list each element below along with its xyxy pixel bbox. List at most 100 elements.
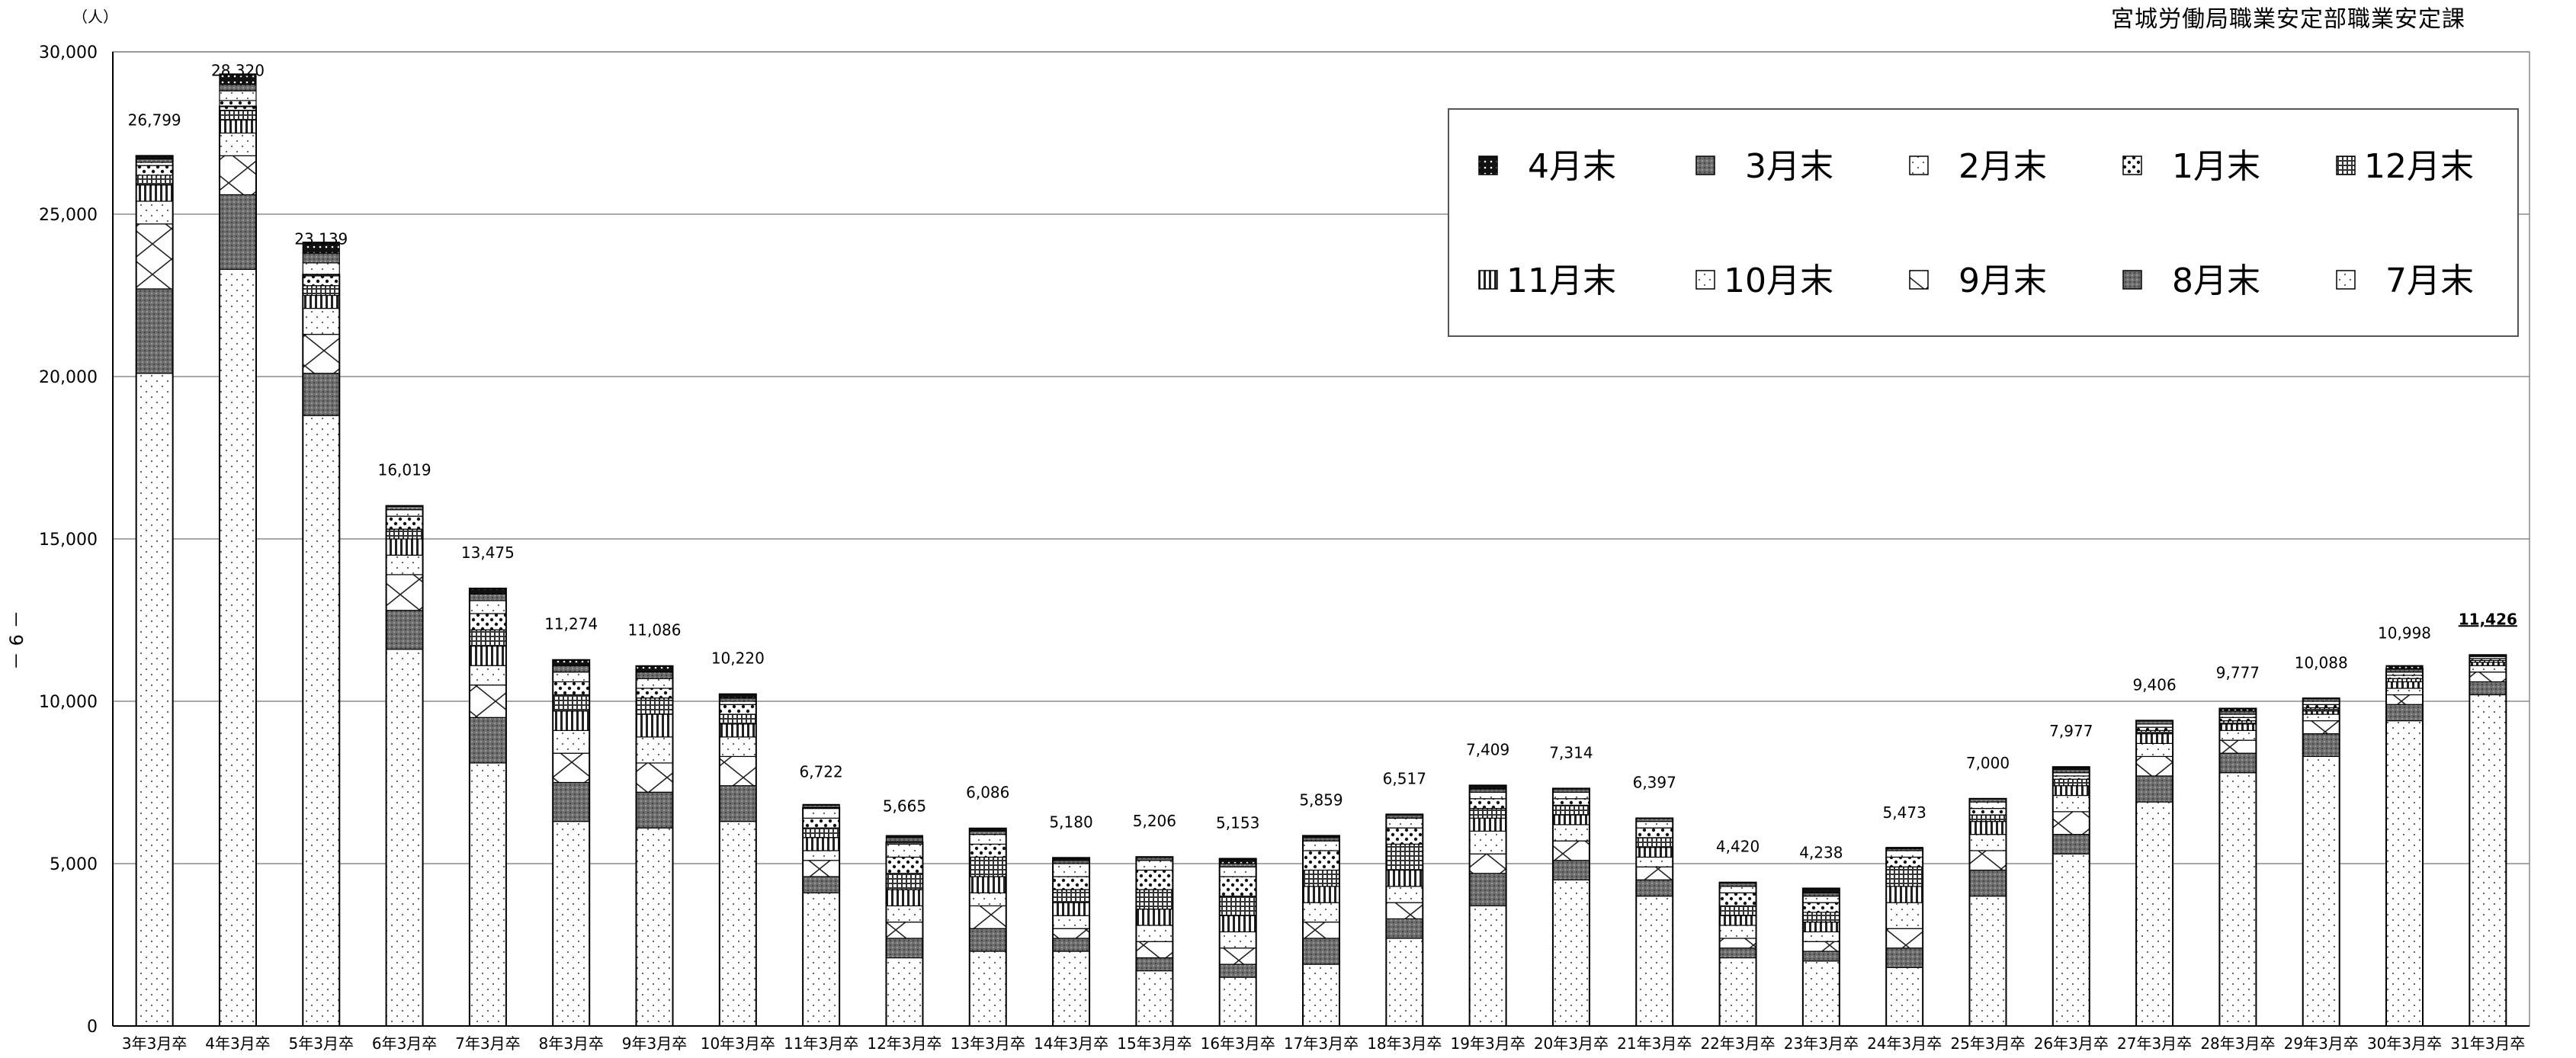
bar-segment (1968, 850, 2007, 871)
bar-segment (2385, 694, 2424, 705)
bar-segment (2218, 713, 2257, 718)
bar-segment (2469, 662, 2507, 666)
bar-segment (2052, 775, 2090, 780)
total-label: 5,206 (1133, 812, 1176, 830)
bar-segment (2052, 811, 2090, 835)
bar-segment (1135, 889, 1173, 910)
bar-segment (1385, 843, 1423, 871)
bar-segment (2135, 729, 2173, 735)
bar-segment (552, 752, 590, 784)
bar-segment (635, 762, 674, 793)
bar-segment (2052, 785, 2090, 797)
total-label: 5,665 (883, 797, 926, 816)
bar-segment (1052, 860, 1090, 864)
legend-label: 11月末 (1506, 261, 1616, 300)
legend-swatch (2122, 270, 2142, 290)
y-axis: 0 5,000 10,000 15,000 20,000 25,000 30,000 (39, 43, 2529, 1037)
bar-segment (1968, 814, 2007, 822)
bar-segment (802, 827, 840, 838)
bar-segment (2052, 768, 2090, 774)
bar-outline (2302, 697, 2340, 1028)
x-tick-label: 19年3月卒 (1451, 1034, 1525, 1053)
bar-segment (1968, 807, 2007, 816)
bar-outline (1385, 813, 1424, 1028)
total-label: 26,799 (128, 111, 181, 129)
bar-segment (469, 588, 507, 595)
y-unit-label: （人） (72, 8, 118, 26)
bar-outline (802, 806, 841, 1028)
bar-segment (1802, 892, 1840, 897)
bar-segment (1635, 837, 1673, 848)
bar-outline (885, 841, 924, 1028)
total-label: 7,314 (1549, 743, 1593, 761)
bar-segment (969, 905, 1007, 929)
bar-segment (219, 132, 257, 156)
bar-segment (302, 334, 340, 374)
bar-segment (2469, 681, 2507, 696)
bar-segment (1802, 922, 1840, 933)
bar-outline (1968, 797, 2007, 1028)
bar-segment (385, 528, 424, 540)
bar-outline (552, 659, 591, 1027)
bar-segment (1718, 905, 1757, 916)
bar-segment (1802, 912, 1840, 923)
legend-swatch (2336, 270, 2356, 290)
bar-segment (969, 876, 1007, 893)
x-tick-label: 14年3月卒 (1034, 1034, 1108, 1053)
bar-segment (302, 307, 340, 335)
bar-segment (1718, 947, 1757, 959)
bar-segment (2469, 665, 2507, 673)
bar-segment (2302, 704, 2340, 709)
bar-outline (1885, 847, 1924, 1028)
bar-segment (1302, 837, 1340, 842)
bar-segment (2385, 681, 2424, 689)
bar-segment (1469, 905, 1507, 1027)
x-axis: 3年3月卒 4年3月卒 5年3月卒 6年3月卒 7年3月卒 8年3月卒 9年3月卒 10年3月… (122, 1034, 2526, 1053)
x-tick-label: 15年3月卒 (1117, 1034, 1192, 1053)
x-tick-label: 28年3月卒 (2200, 1034, 2275, 1053)
total-label: 5,180 (1049, 813, 1092, 831)
y-tick-label: 5,000 (50, 855, 98, 874)
bar-outline (2135, 720, 2174, 1027)
bar-segment (1802, 960, 1840, 1027)
bar-segment (136, 158, 174, 163)
bar-segment (969, 830, 1007, 835)
bar-segment (1885, 886, 1923, 903)
bar-segment (635, 697, 674, 715)
bar-segment (136, 288, 174, 374)
bar-segment (1052, 938, 1090, 952)
bar-segment (1718, 886, 1757, 893)
bar-segment (385, 554, 424, 575)
bar-outline (2218, 707, 2257, 1028)
total-label: 10,998 (2378, 624, 2431, 642)
bar-segment (2218, 739, 2257, 754)
bar-segment (469, 717, 507, 764)
bar-segment (1302, 869, 1340, 887)
bar-outline (1718, 881, 1757, 1028)
bar-segment (2052, 794, 2090, 813)
bar-segment (469, 684, 507, 718)
y-tick-label: 15,000 (39, 531, 98, 550)
x-tick-label: 20年3月卒 (1534, 1034, 1609, 1053)
bar-segment (2385, 704, 2424, 722)
bar-segment (719, 755, 757, 787)
bar-segment (469, 762, 507, 1027)
bar-segment (635, 665, 674, 673)
bar-segment (2218, 717, 2257, 722)
bar-segment (1552, 798, 1590, 806)
bar-segment (219, 110, 257, 121)
x-tick-label: 12年3月卒 (867, 1034, 942, 1053)
x-tick-label: 18年3月卒 (1367, 1034, 1442, 1053)
bar-segment (1802, 941, 1840, 952)
bar-segment (969, 834, 1007, 845)
bar-segment (2135, 726, 2173, 731)
bar-segment (1385, 902, 1423, 920)
bar-segment (1385, 817, 1423, 829)
bar-outline (385, 505, 424, 1027)
bar-segment (1552, 824, 1590, 842)
bar-segment (1302, 850, 1340, 871)
bar-segment (302, 373, 340, 416)
bar-segment (2302, 701, 2340, 705)
